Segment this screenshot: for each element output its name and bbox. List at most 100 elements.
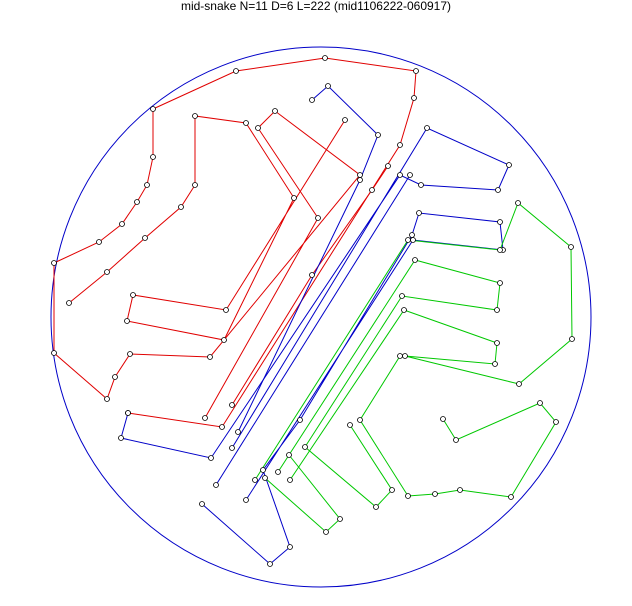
vertex [51, 350, 57, 356]
vertex [410, 237, 416, 243]
blue-paths [120, 85, 510, 565]
vertex [322, 55, 328, 61]
path [277, 259, 501, 508]
vertex [337, 516, 343, 522]
vertex [291, 195, 297, 201]
vertex [243, 120, 249, 126]
vertex [119, 221, 125, 227]
vertex [506, 162, 512, 168]
vertex [112, 374, 118, 380]
vertex [309, 272, 315, 278]
path [201, 212, 504, 565]
vertex [287, 477, 293, 483]
title: mid-snake N=11 D=6 L=222 (mid1106222-060… [181, 0, 451, 13]
vertex [457, 487, 463, 493]
vertex [243, 497, 249, 503]
vertex [309, 97, 315, 103]
vertices [51, 55, 575, 567]
path [254, 202, 573, 481]
vertex [272, 108, 278, 114]
vertex [124, 318, 130, 324]
vertex [267, 561, 273, 567]
vertex [221, 337, 227, 343]
vertex [192, 113, 198, 119]
vertex [150, 154, 156, 160]
vertex [207, 354, 213, 360]
vertex [134, 199, 140, 205]
vertex [409, 232, 415, 238]
vertex [202, 415, 208, 421]
vertex [440, 416, 446, 422]
vertex [357, 417, 363, 423]
vertex [389, 487, 395, 493]
vertex [497, 247, 503, 253]
vertex [130, 292, 136, 298]
vertex [553, 419, 559, 425]
vertex [405, 237, 411, 243]
vertex [432, 491, 438, 497]
vertex [297, 417, 303, 423]
vertex [418, 182, 424, 188]
vertex [569, 336, 575, 342]
vertex [401, 307, 407, 313]
vertex [424, 125, 430, 131]
vertex [223, 307, 229, 313]
vertex [235, 429, 241, 435]
vertex [369, 187, 375, 193]
vertex [568, 244, 574, 250]
vertex [325, 83, 331, 89]
vertex [142, 235, 148, 241]
vertex [323, 529, 329, 535]
vertex [199, 501, 205, 507]
vertex [66, 300, 72, 306]
vertex [229, 402, 235, 408]
vertex [516, 381, 522, 387]
boundary-circle [50, 46, 592, 588]
vertex [127, 351, 133, 357]
vertex [302, 444, 308, 450]
vertex [219, 424, 225, 430]
vertex [286, 452, 292, 458]
vertex [255, 125, 261, 131]
vertex [287, 544, 293, 550]
vertex [399, 293, 405, 299]
vertex [262, 475, 268, 481]
vertex [342, 117, 348, 123]
vertex [178, 204, 184, 210]
vertex [118, 435, 124, 441]
vertex [208, 455, 214, 461]
path [68, 115, 346, 341]
green-paths [254, 202, 573, 533]
vertex [192, 182, 198, 188]
vertex [385, 163, 391, 169]
vertex [373, 504, 379, 510]
vertex [494, 340, 500, 346]
vertex [315, 215, 321, 221]
vertex [252, 477, 258, 483]
vertex [497, 219, 503, 225]
vertex [104, 269, 110, 275]
vertex [397, 142, 403, 148]
vertex [495, 187, 501, 193]
vertex [96, 239, 102, 245]
vertex [405, 493, 411, 499]
vertex [150, 106, 156, 112]
vertex [537, 400, 543, 406]
vertex [497, 280, 503, 286]
path [215, 174, 411, 486]
path [264, 454, 341, 533]
path [120, 127, 510, 459]
vertex [402, 353, 408, 359]
vertex [357, 177, 363, 183]
path [231, 165, 389, 406]
vertex [275, 469, 281, 475]
red-paths [53, 57, 417, 428]
vertex [213, 482, 219, 488]
vertex [413, 68, 419, 74]
vertex [416, 210, 422, 216]
vertex [144, 182, 150, 188]
vertex [494, 307, 500, 313]
path [359, 355, 557, 498]
vertex [411, 95, 417, 101]
